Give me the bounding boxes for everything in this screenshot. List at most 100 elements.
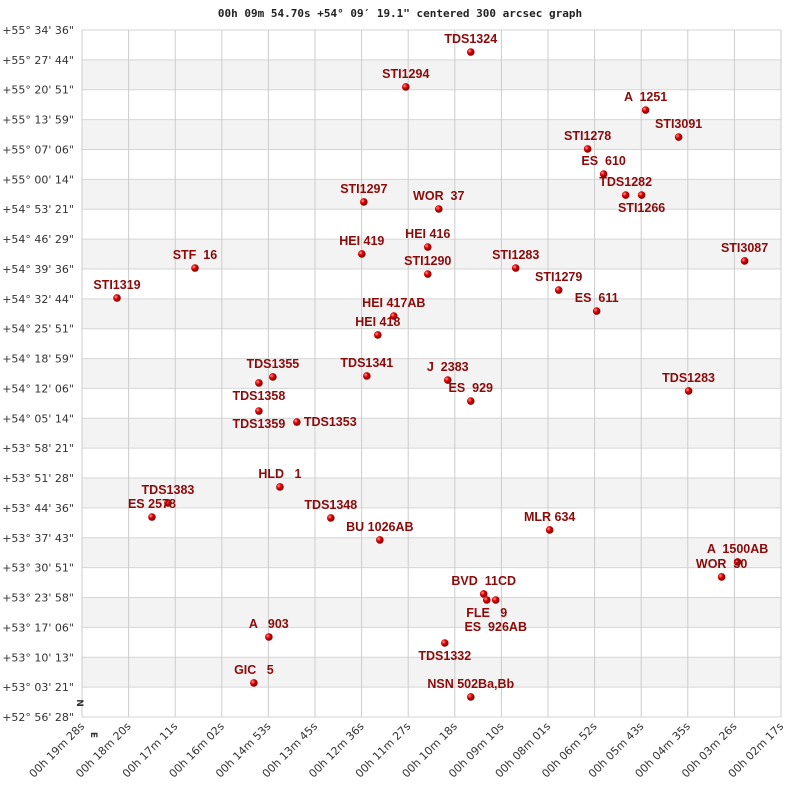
star-label: HEI 417AB <box>362 296 425 310</box>
star-label: STI3087 <box>721 241 768 255</box>
star-point: STI1283 <box>492 248 539 272</box>
star-marker <box>545 526 554 534</box>
star-marker <box>423 243 432 251</box>
star-point: ES 2578 <box>128 497 176 521</box>
star-point: BVD 11CD <box>451 574 516 598</box>
star-point: WOR 30 <box>696 557 747 581</box>
y-tick-label: +52° 56' 28" <box>2 711 74 724</box>
star-marker <box>466 48 475 56</box>
star-label: STI1283 <box>492 248 539 262</box>
y-tick-label: +55° 00' 14" <box>2 173 74 186</box>
y-tick-label: +53° 58' 21" <box>2 442 74 455</box>
star-marker <box>358 250 366 258</box>
row-band <box>82 298 781 329</box>
star-label: STI1266 <box>618 201 665 215</box>
star-marker <box>641 106 650 114</box>
star-marker <box>360 198 368 206</box>
star-marker <box>466 397 475 405</box>
y-tick-label: +53° 44' 36" <box>2 502 74 515</box>
star-point: TDS1355 <box>246 357 299 381</box>
star-point: STI3091 <box>655 117 702 141</box>
y-tick-label: +53° 23' 58" <box>2 592 74 605</box>
star-marker <box>390 312 398 320</box>
y-tick-label: +55° 34' 36" <box>2 24 74 37</box>
star-label: STF 16 <box>173 248 218 262</box>
star-label: A 1500AB <box>707 542 768 556</box>
y-tick-label: +54° 18' 59" <box>2 353 74 366</box>
star-label: STI1279 <box>535 270 582 284</box>
star-label: TDS1324 <box>444 32 497 46</box>
star-label: HEI 418 <box>355 315 400 329</box>
star-point: A 1500AB <box>707 542 768 566</box>
star-marker <box>434 205 443 213</box>
star-marker <box>423 270 432 278</box>
star-point: HLD 1 <box>258 467 301 491</box>
star-point: FLE 9 <box>466 596 507 620</box>
star-marker <box>293 418 301 426</box>
star-point: STI1290 <box>404 254 451 278</box>
star-point: A 903 <box>249 617 289 641</box>
star-label: HEI 416 <box>405 227 450 241</box>
star-marker <box>269 373 277 381</box>
star-label: NSN 502Ba,Bb <box>427 677 514 691</box>
y-tick-label: +54° 39' 36" <box>2 263 74 276</box>
star-point: NSN 502Ba,Bb <box>427 677 515 701</box>
y-axis-ticks: +55° 34' 36" +55° 27' 44" +55° 20' 51" +55°… <box>2 24 74 724</box>
star-point: MLR 634 <box>524 510 575 534</box>
star-label: TDS1353 <box>304 415 357 429</box>
star-marker <box>276 483 284 491</box>
star-marker <box>466 693 475 701</box>
star-label: A 903 <box>249 617 289 631</box>
star-marker <box>255 379 263 387</box>
star-marker <box>599 170 608 178</box>
star-label: ES 611 <box>575 291 619 305</box>
star-marker <box>255 407 263 415</box>
row-band <box>82 418 781 449</box>
star-marker <box>327 514 335 522</box>
star-point: STI1279 <box>535 270 582 294</box>
star-marker <box>440 639 449 647</box>
star-point: ES 929 <box>449 381 493 405</box>
east-marker: E <box>88 732 98 738</box>
star-label: ES 2578 <box>128 497 176 511</box>
y-tick-label: +53° 51' 28" <box>2 472 74 485</box>
star-label: TDS1283 <box>662 371 715 385</box>
star-points: TDS1324 STI1294 A 1251 STI3091 STI1278 ES 610… <box>93 32 768 701</box>
star-marker <box>376 536 384 544</box>
star-marker <box>250 679 258 687</box>
y-tick-label: +55° 20' 51" <box>2 84 74 97</box>
grid-lines <box>81 29 782 718</box>
star-point: TDS1348 <box>304 498 357 522</box>
star-marker <box>164 499 172 507</box>
star-marker <box>265 633 273 641</box>
star-label: STI1297 <box>340 182 387 196</box>
star-point: HEI 419 <box>339 234 384 258</box>
y-tick-label: +55° 13' 59" <box>2 114 74 127</box>
star-marker <box>592 307 601 315</box>
star-label: ES 610 <box>581 154 626 168</box>
y-tick-label: +54° 12' 06" <box>2 382 74 395</box>
star-point: TDS1359 <box>232 407 285 431</box>
star-label: BVD 11CD <box>451 574 516 588</box>
y-tick-label: +53° 30' 51" <box>2 562 74 575</box>
star-marker <box>443 376 452 384</box>
row-band <box>82 478 781 508</box>
star-label: ES 926AB <box>464 620 527 634</box>
y-tick-label: +54° 25' 51" <box>2 323 74 336</box>
star-marker <box>374 331 382 339</box>
star-marker <box>674 133 683 141</box>
north-marker: N <box>74 699 84 707</box>
star-point: J 2383 <box>427 360 469 384</box>
star-point: ES 611 <box>575 291 619 315</box>
star-label: GIC 5 <box>234 663 274 677</box>
star-marker <box>491 596 500 604</box>
y-tick-label: +53° 37' 43" <box>2 532 74 545</box>
star-point: HEI 416 <box>405 227 450 251</box>
y-tick-label: +55° 07' 06" <box>2 143 74 156</box>
y-tick-label: +54° 05' 14" <box>2 412 74 425</box>
star-point: GIC 5 <box>234 663 274 687</box>
star-point: BU 1026AB <box>346 520 414 544</box>
y-tick-label: +53° 03' 21" <box>2 681 74 694</box>
star-label: TDS1348 <box>304 498 357 512</box>
